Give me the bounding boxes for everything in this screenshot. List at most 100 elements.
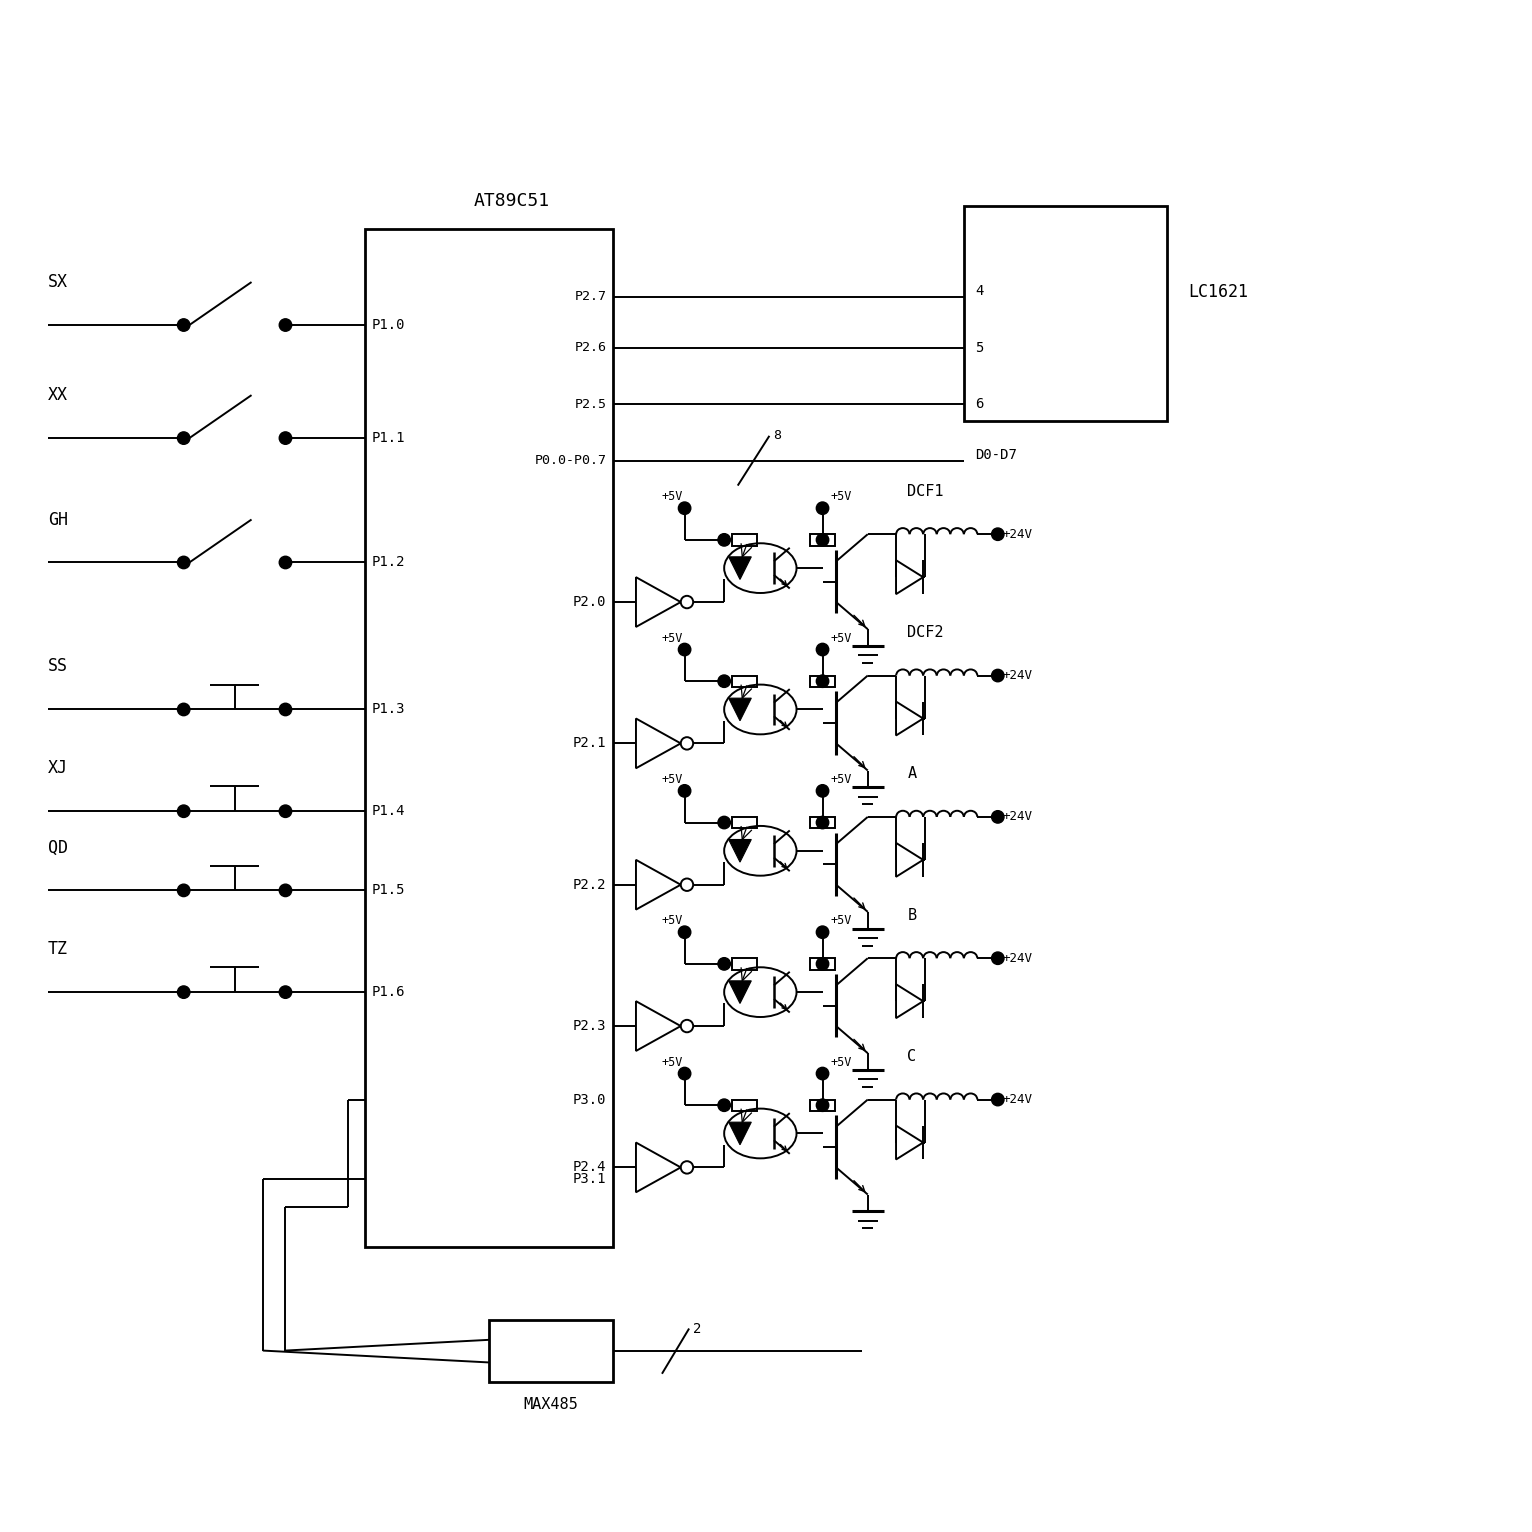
Circle shape <box>178 703 190 715</box>
Circle shape <box>679 1068 691 1080</box>
Circle shape <box>279 432 291 444</box>
Circle shape <box>817 958 829 970</box>
Circle shape <box>679 925 691 939</box>
Text: SS: SS <box>47 657 67 676</box>
Circle shape <box>719 817 731 829</box>
Circle shape <box>178 556 190 568</box>
Text: AT89C51: AT89C51 <box>473 192 550 210</box>
Text: +5V: +5V <box>662 774 683 786</box>
Text: C: C <box>907 1049 916 1065</box>
Circle shape <box>279 804 291 818</box>
Circle shape <box>991 529 1003 541</box>
Circle shape <box>679 643 691 656</box>
Text: XX: XX <box>47 386 67 404</box>
Circle shape <box>817 676 829 688</box>
Circle shape <box>719 533 731 545</box>
Text: +5V: +5V <box>830 915 852 927</box>
Text: P2.2: P2.2 <box>573 878 607 892</box>
Text: QD: QD <box>47 838 67 856</box>
Circle shape <box>991 810 1003 823</box>
Text: SX: SX <box>47 273 67 291</box>
Circle shape <box>279 556 291 568</box>
Text: +5V: +5V <box>830 774 852 786</box>
Text: MAX485: MAX485 <box>524 1397 579 1413</box>
Text: D0-D7: D0-D7 <box>976 447 1017 463</box>
Text: DCF2: DCF2 <box>907 625 944 640</box>
Text: P1.1: P1.1 <box>371 430 404 446</box>
Circle shape <box>817 643 829 656</box>
Bar <box>365 228 613 1247</box>
Text: P1.2: P1.2 <box>371 556 404 570</box>
Text: +24V: +24V <box>1002 951 1033 965</box>
Text: +5V: +5V <box>662 915 683 927</box>
Circle shape <box>279 319 291 331</box>
Text: B: B <box>907 908 916 922</box>
Text: P1.5: P1.5 <box>371 884 404 898</box>
Circle shape <box>279 884 291 896</box>
Circle shape <box>178 804 190 818</box>
Circle shape <box>991 669 1003 682</box>
Text: 8: 8 <box>772 429 781 443</box>
Text: +5V: +5V <box>662 631 683 645</box>
Circle shape <box>178 987 190 999</box>
Text: +5V: +5V <box>830 490 852 504</box>
Circle shape <box>178 319 190 331</box>
Bar <box>732 676 757 686</box>
Text: P1.4: P1.4 <box>371 804 404 818</box>
Text: P2.1: P2.1 <box>573 737 607 751</box>
Text: P1.0: P1.0 <box>371 319 404 332</box>
Circle shape <box>719 958 731 970</box>
Text: +24V: +24V <box>1002 669 1033 682</box>
Circle shape <box>817 784 829 797</box>
Circle shape <box>991 951 1003 965</box>
Polygon shape <box>729 980 751 1003</box>
Text: P0.0-P0.7: P0.0-P0.7 <box>535 453 607 467</box>
Text: TZ: TZ <box>47 941 67 958</box>
Text: P2.3: P2.3 <box>573 1019 607 1033</box>
Bar <box>810 958 835 970</box>
Circle shape <box>817 502 829 515</box>
Polygon shape <box>729 840 751 863</box>
Text: DCF1: DCF1 <box>907 484 944 499</box>
Text: P2.5: P2.5 <box>574 398 607 411</box>
Bar <box>810 1100 835 1111</box>
Text: P2.6: P2.6 <box>574 342 607 354</box>
Circle shape <box>991 1094 1003 1106</box>
Text: P3.0: P3.0 <box>573 1092 607 1106</box>
Circle shape <box>817 1098 829 1111</box>
Text: LC1621: LC1621 <box>1187 283 1247 302</box>
Text: P1.6: P1.6 <box>371 985 404 999</box>
Circle shape <box>719 676 731 688</box>
Text: +5V: +5V <box>662 1056 683 1069</box>
Bar <box>810 676 835 686</box>
Text: +24V: +24V <box>1002 527 1033 541</box>
Bar <box>964 207 1167 421</box>
Circle shape <box>279 703 291 715</box>
Polygon shape <box>729 556 751 579</box>
Text: +24V: +24V <box>1002 810 1033 823</box>
Text: A: A <box>907 766 916 781</box>
Bar <box>732 817 757 829</box>
Text: P2.7: P2.7 <box>574 290 607 303</box>
Text: +5V: +5V <box>662 490 683 504</box>
Bar <box>810 535 835 545</box>
Text: 4: 4 <box>976 283 984 299</box>
Text: P2.0: P2.0 <box>573 594 607 610</box>
Circle shape <box>679 784 691 797</box>
Polygon shape <box>729 1121 751 1144</box>
Bar <box>732 1100 757 1111</box>
Text: P3.1: P3.1 <box>573 1172 607 1186</box>
Circle shape <box>178 432 190 444</box>
Circle shape <box>817 925 829 939</box>
Text: 2: 2 <box>692 1322 700 1336</box>
Bar <box>732 958 757 970</box>
Bar <box>732 535 757 545</box>
Circle shape <box>178 884 190 896</box>
Text: +5V: +5V <box>830 631 852 645</box>
Circle shape <box>279 987 291 999</box>
Circle shape <box>817 533 829 545</box>
Polygon shape <box>729 699 751 720</box>
Circle shape <box>679 502 691 515</box>
Circle shape <box>817 817 829 829</box>
Circle shape <box>719 1098 731 1111</box>
